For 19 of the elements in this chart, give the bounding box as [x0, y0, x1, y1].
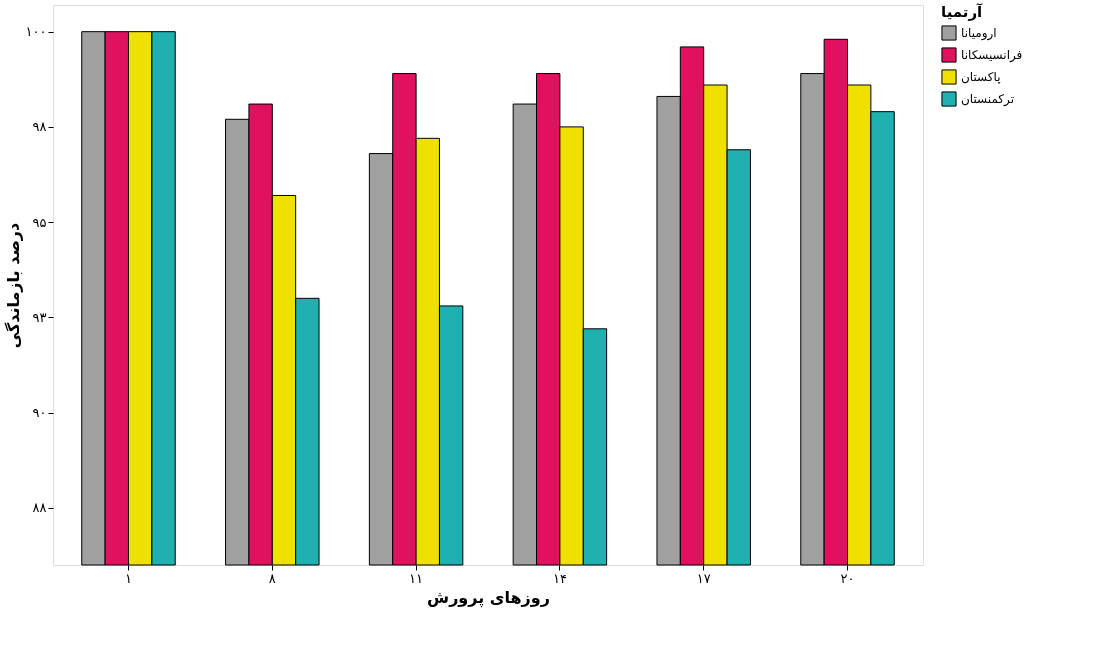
x-axis-title: روزهای پرورش: [427, 587, 550, 608]
y-tick-label: ۹۳: [32, 309, 47, 325]
legend-title: آرتمیا: [941, 3, 984, 21]
x-tick-label: ۸: [268, 570, 276, 586]
x-tick-label: ۱۱: [409, 570, 424, 586]
legend-label: فرانسیسکانا: [961, 48, 1023, 63]
x-tick-label: ۲۰: [840, 570, 855, 586]
x-tick-label: ۱۷: [696, 570, 711, 586]
y-axis-title: درصد بازماندگی: [3, 222, 23, 349]
y-tick-label: ۹۰: [32, 405, 47, 421]
x-tick-label: ۱۴: [552, 570, 567, 586]
legend-label: ترکمنستان: [961, 92, 1015, 107]
y-tick-label: ۸۸: [32, 500, 47, 516]
x-tick-label: ۱: [125, 570, 132, 586]
legend-label: ارومیانا: [961, 26, 997, 41]
y-tick-label: ۹۵: [32, 214, 47, 230]
y-tick-label: ۹۸: [32, 119, 47, 135]
legend-label: پاکستان: [961, 70, 1001, 84]
y-tick-label: ۱۰۰: [25, 24, 47, 40]
